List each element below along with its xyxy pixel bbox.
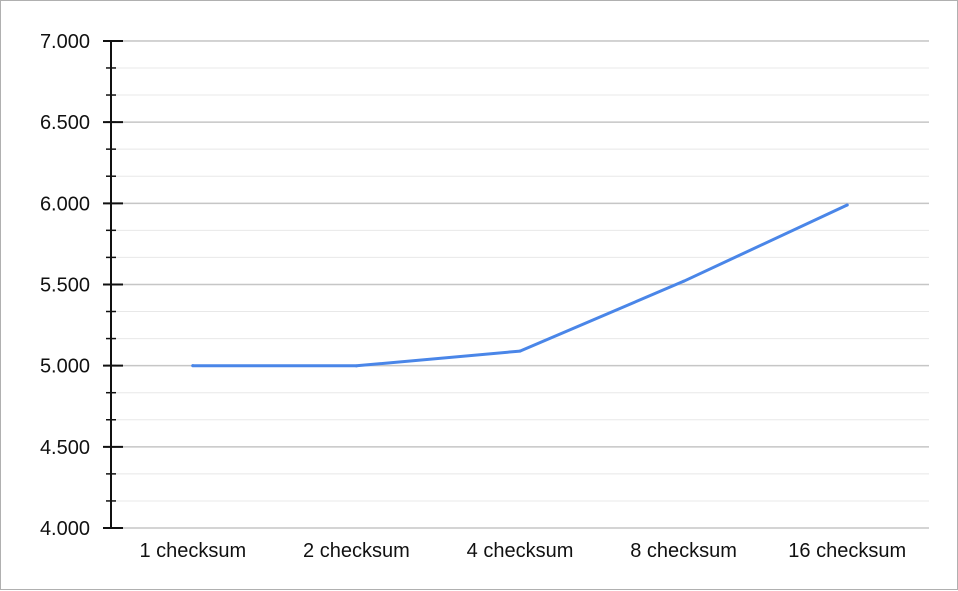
x-tick-label: 2 checksum	[303, 540, 410, 562]
x-tick-label: 8 checksum	[630, 540, 737, 562]
y-tick-label: 5.500	[40, 275, 90, 297]
data-point	[354, 364, 358, 368]
y-tick-label: 6.000	[40, 193, 90, 215]
y-axis: 4.000 4.500 5.000 5.500 6.000 6.500 7.000	[40, 31, 123, 540]
series-line	[191, 203, 849, 368]
x-tick-label: 4 checksum	[467, 540, 574, 562]
major-gridlines	[111, 40, 929, 529]
data-point	[845, 203, 849, 207]
y-tick-label: 7.000	[40, 31, 90, 53]
x-tick-label: 1 checksum	[139, 540, 246, 562]
x-tick-label: 16 checksum	[788, 540, 906, 562]
data-point	[518, 349, 522, 353]
data-point	[682, 279, 686, 283]
series-group	[191, 203, 849, 368]
y-tick-label: 4.500	[40, 437, 90, 459]
x-axis: 1 checksum 2 checksum 4 checksum 8 checksum…	[139, 540, 906, 562]
y-tick-label: 4.000	[40, 518, 90, 540]
y-tick-label: 5.000	[40, 356, 90, 378]
y-tick-label: 6.500	[40, 112, 90, 134]
data-point	[191, 364, 195, 368]
